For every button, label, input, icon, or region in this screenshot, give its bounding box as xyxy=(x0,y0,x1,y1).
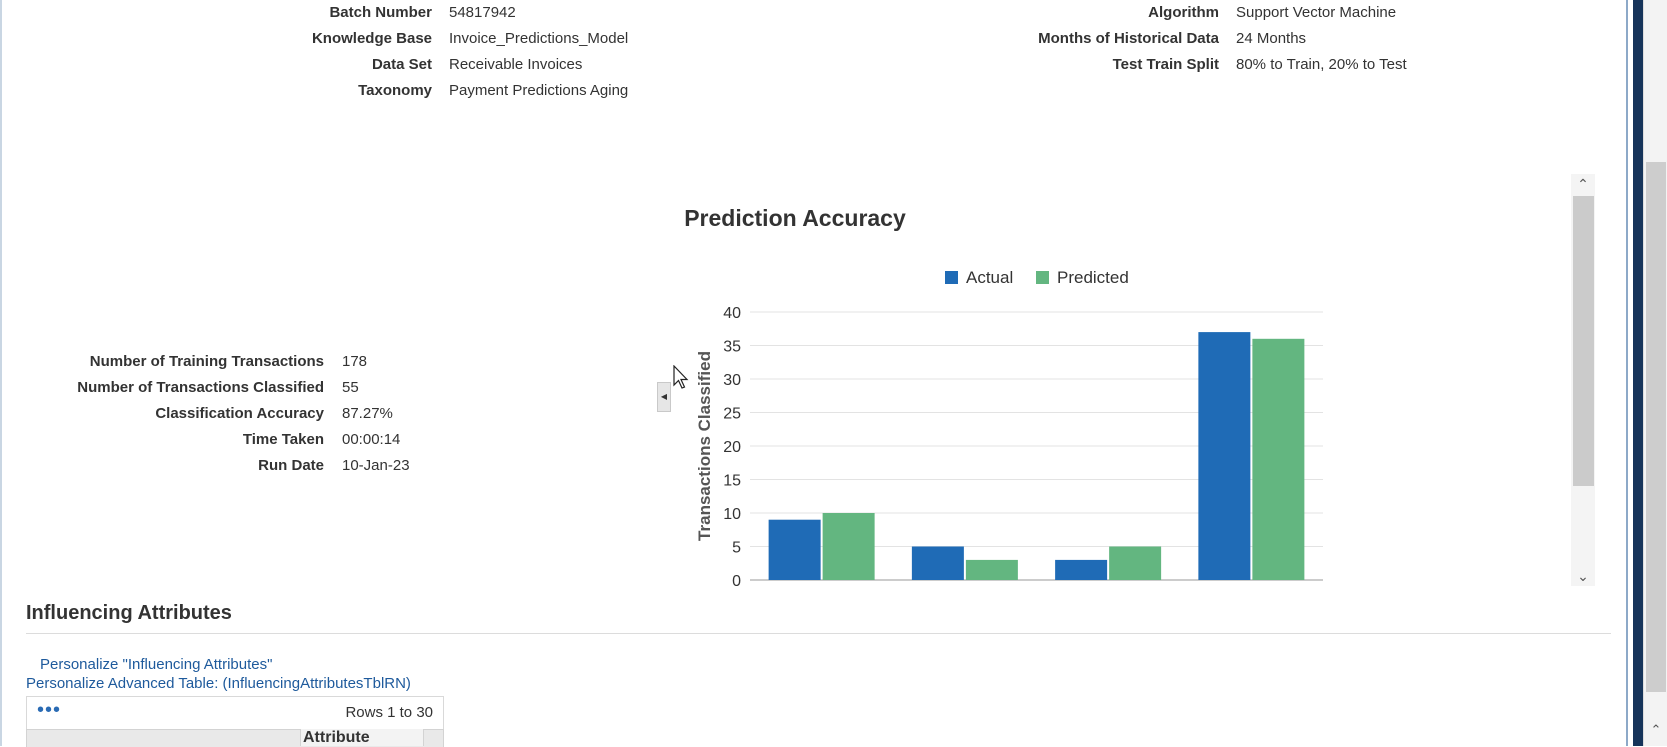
page-frame-right xyxy=(1626,0,1628,746)
stat-value: 55 xyxy=(342,379,359,396)
collapse-left-icon[interactable]: ◀ xyxy=(657,382,671,412)
y-tick-label: 15 xyxy=(723,473,741,490)
summary-value: 54817942 xyxy=(449,4,516,21)
y-tick-label: 35 xyxy=(723,339,741,356)
page-frame-left xyxy=(0,0,2,746)
summary-taxonomy: Taxonomy xyxy=(0,82,432,99)
stat-label: Number of Transactions Classified xyxy=(77,379,324,396)
y-tick-label: 0 xyxy=(732,573,741,590)
summary-batch-number: Batch Number xyxy=(0,4,432,21)
summary-label: Test Train Split xyxy=(1112,56,1219,73)
more-options-icon[interactable]: ••• xyxy=(37,699,62,721)
summary-label: Data Set xyxy=(371,56,432,73)
personalize-influencing-link[interactable]: Personalize "Influencing Attributes" xyxy=(40,656,273,673)
chevron-down-icon[interactable]: ⌄ xyxy=(1577,568,1589,584)
table-toolbar: ••• Rows 1 to 30 xyxy=(26,696,444,730)
bar-actual xyxy=(1055,559,1108,580)
summary-test-train-split: Test Train Split xyxy=(0,56,1219,73)
y-tick-label: 40 xyxy=(723,305,741,322)
stat-value: 87.27% xyxy=(342,405,393,422)
y-axis-title: Transactions Classified xyxy=(695,351,714,541)
summary-data-set: Data Set xyxy=(0,56,432,73)
stat-value: 00:00:14 xyxy=(342,431,401,448)
bar-actual xyxy=(1198,332,1251,580)
legend-item-predicted[interactable]: Predicted xyxy=(1035,268,1129,288)
bar-predicted xyxy=(1252,338,1305,580)
page-scrollbar-thumb[interactable] xyxy=(1646,162,1666,692)
y-tick-label: 10 xyxy=(723,506,741,523)
chevron-up-icon[interactable]: ⌃ xyxy=(1577,176,1589,192)
legend-label-predicted: Predicted xyxy=(1056,268,1129,287)
summary-value: Receivable Invoices xyxy=(449,56,583,73)
chart-legend: Actual Predicted xyxy=(945,268,1147,288)
bar-actual xyxy=(768,519,821,580)
summary-label: Knowledge Base xyxy=(311,30,432,47)
chart-scrollbar-thumb[interactable] xyxy=(1573,196,1594,486)
stat-label: Number of Training Transactions xyxy=(89,353,324,370)
summary-value: 24 Months xyxy=(1236,30,1307,47)
bar-predicted xyxy=(965,559,1018,580)
stat-label: Run Date xyxy=(258,457,324,474)
stat-label: Time Taken xyxy=(242,431,324,448)
bar-actual xyxy=(911,546,964,580)
personalize-table-link[interactable]: Personalize Advanced Table: (Influencing… xyxy=(26,675,411,692)
stat-label: Classification Accuracy xyxy=(155,405,324,422)
summary-value: Payment Predictions Aging xyxy=(449,82,629,99)
summary-label: Taxonomy xyxy=(358,82,432,99)
section-title-influencing-attributes: Influencing Attributes xyxy=(26,602,232,624)
bar-predicted xyxy=(1109,546,1162,580)
column-header-attribute[interactable]: Attribute xyxy=(300,729,424,746)
window-edge-bar xyxy=(1633,0,1643,746)
section-divider xyxy=(26,633,1611,634)
summary-value: 80% to Train, 20% to Test xyxy=(1236,56,1407,73)
mouse-cursor-icon xyxy=(673,365,689,389)
summary-label: Algorithm xyxy=(1148,4,1219,21)
summary-value: Support Vector Machine xyxy=(1236,4,1397,21)
rows-range-label: Rows 1 to 30 xyxy=(345,704,433,721)
summary-value: Invoice_Predictions_Model xyxy=(449,30,629,47)
summary-label: Batch Number xyxy=(329,4,432,21)
y-tick-label: 30 xyxy=(723,372,741,389)
y-tick-label: 5 xyxy=(732,540,741,557)
stat-value: 178 xyxy=(342,353,368,370)
summary-knowledge-base: Knowledge Base xyxy=(0,30,432,47)
y-tick-label: 25 xyxy=(723,406,741,423)
chart-title: Prediction Accuracy xyxy=(684,205,906,231)
legend-label-actual: Actual xyxy=(966,268,1014,287)
stat-value: 10-Jan-23 xyxy=(342,457,410,474)
chevron-up-icon[interactable]: ⌃ xyxy=(1650,722,1662,737)
summary-algorithm: Algorithm xyxy=(0,4,1219,21)
bar-predicted xyxy=(822,513,875,580)
legend-item-actual[interactable]: Actual xyxy=(945,268,1013,288)
legend-swatch-predicted xyxy=(1035,271,1049,284)
legend-swatch-actual xyxy=(945,271,958,284)
summary-months-historical: Months of Historical Data xyxy=(0,30,1219,47)
summary-label: Months of Historical Data xyxy=(1038,30,1219,47)
y-tick-label: 20 xyxy=(723,439,741,456)
